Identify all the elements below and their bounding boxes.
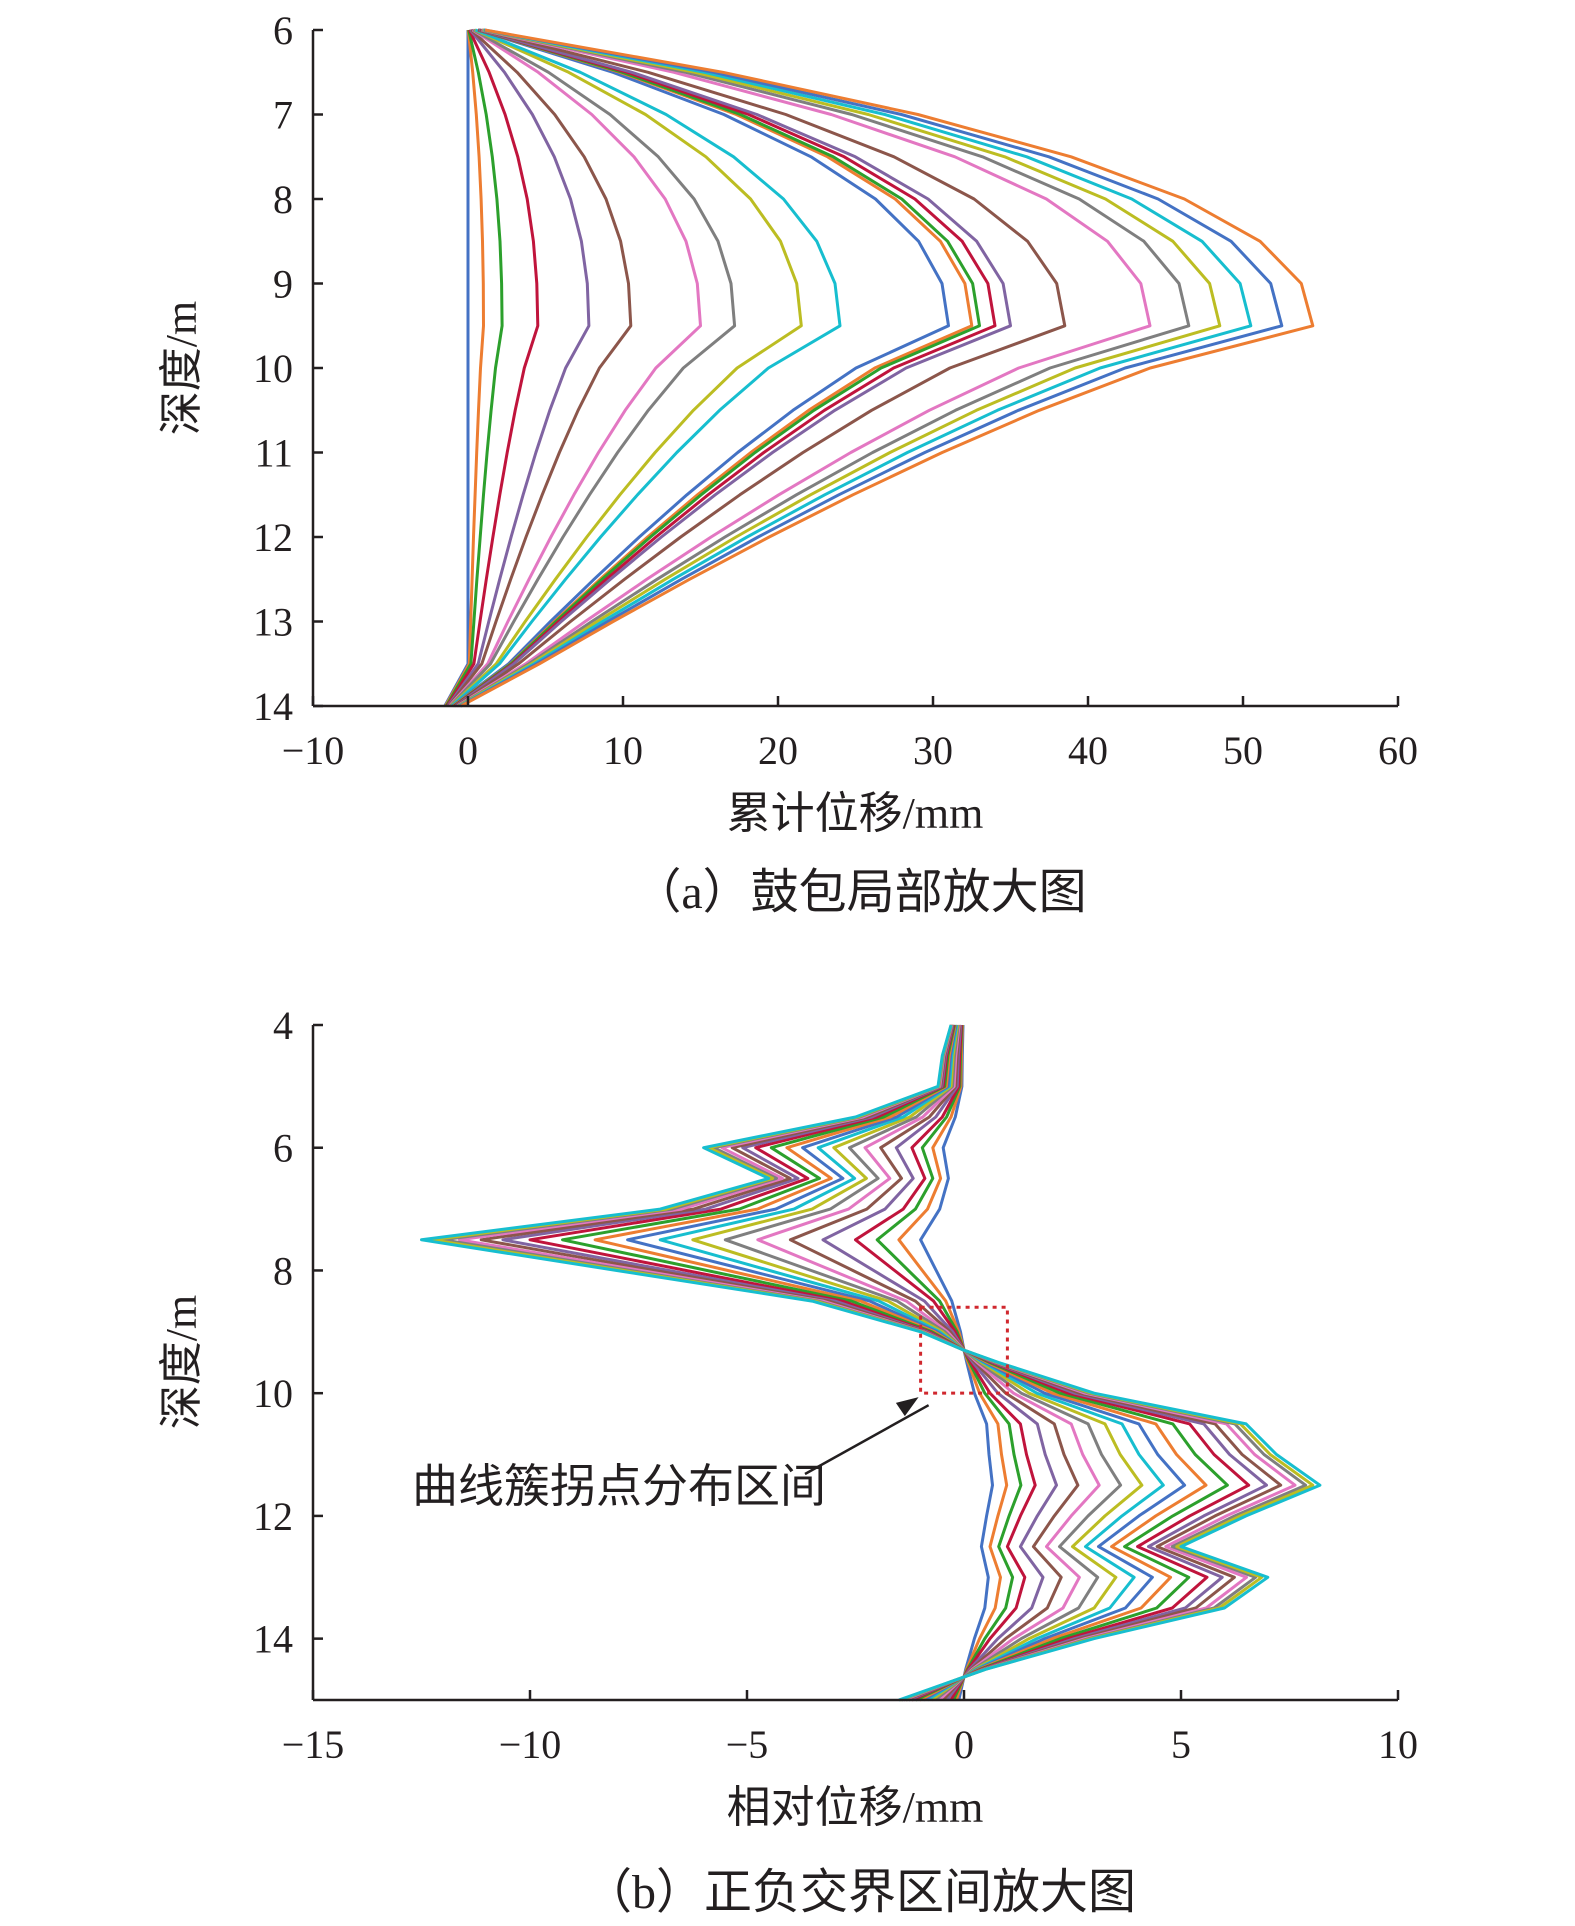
panel-a-series-line: [448, 28, 702, 708]
panel-b-series-line: [420, 1024, 1322, 1702]
panel-a-y-ticks: 6 7 8 9 10 11 12 13 14: [253, 8, 323, 729]
panel-b-caption: （b）正负交界区间放大图: [584, 1866, 1136, 1919]
panel-b-series-lines: [420, 1024, 1322, 1702]
panel-a-series-line: [460, 28, 1315, 708]
x-tick-label: −15: [282, 1722, 345, 1767]
x-tick-label: 50: [1223, 728, 1263, 773]
y-tick-label: 13: [253, 600, 293, 645]
x-tick-label: 60: [1378, 728, 1418, 773]
panel-b-chart: 4 6 8 10 12 14 −15 −10 −5 0 5 10 曲线簇拐点分布区间 深度/m 相对…: [157, 1003, 1418, 1919]
panel-b-x-ticks: −15 −10 −5 0 5 10: [282, 1690, 1418, 1767]
x-tick-label: −10: [499, 1722, 562, 1767]
panel-a-series-line: [457, 28, 1191, 708]
panel-a-series-line: [450, 28, 842, 708]
panel-a-caption: （a）鼓包局部放大图: [633, 866, 1086, 919]
x-tick-label: 40: [1068, 728, 1108, 773]
panel-a-series-line: [453, 28, 997, 708]
x-tick-label: −5: [726, 1722, 769, 1767]
panel-b-y-ticks: 4 6 8 10 12 14: [253, 1003, 323, 1662]
y-tick-label: 8: [273, 1248, 293, 1293]
annotation-arrow-head: [895, 1397, 919, 1417]
x-tick-label: 0: [954, 1722, 974, 1767]
x-tick-label: 30: [913, 728, 953, 773]
panel-a-series-line: [455, 28, 1067, 708]
panel-a-series-line: [453, 28, 981, 708]
panel-a-series-line: [456, 28, 1152, 708]
y-tick-label: 6: [273, 8, 293, 53]
panel-a-series-line: [445, 29, 540, 707]
y-tick-label: 11: [254, 431, 293, 476]
panel-a-series-line: [443, 30, 470, 707]
x-tick-label: 0: [458, 728, 478, 773]
panel-a-series-line: [454, 28, 1012, 708]
panel-b-series-line: [658, 1024, 1165, 1702]
y-tick-label: 12: [253, 1494, 293, 1539]
panel-a-series-line: [457, 28, 1222, 708]
panel-b-series-line: [593, 1024, 1208, 1702]
y-tick-label: 12: [253, 515, 293, 560]
annotation-label: 曲线簇拐点分布区间: [412, 1461, 826, 1512]
panel-a-series-line: [459, 28, 1284, 708]
annotation-arrow-line: [804, 1404, 930, 1476]
x-tick-label: 5: [1171, 1722, 1191, 1767]
panel-a-series-lines: [443, 28, 1315, 708]
panel-a-series-line: [444, 29, 485, 707]
y-tick-label: 14: [253, 1617, 293, 1662]
y-tick-label: 9: [273, 262, 293, 307]
panel-a-x-ticks: −10 0 10 20 30 40 50 60: [282, 696, 1418, 773]
panel-a-y-axis-label: 深度/m: [157, 301, 206, 435]
inflection-region-box: [919, 1305, 1009, 1395]
y-tick-label: 4: [273, 1003, 293, 1048]
panel-a-chart: 6 7 8 9 10 11 12 13 14 −10 0 10 20 30 40 50 60 深度/m 累计位…: [157, 8, 1418, 919]
panel-b-x-axis-label: 相对位移/mm: [727, 1783, 984, 1832]
x-tick-label: 10: [1378, 1722, 1418, 1767]
panel-a-series-line: [451, 28, 950, 708]
x-tick-label: 10: [603, 728, 643, 773]
panel-a-series-line: [449, 28, 803, 708]
y-tick-label: 10: [253, 1371, 293, 1416]
panel-a-series-line: [447, 28, 633, 707]
panel-b-y-axis-label: 深度/m: [157, 1295, 206, 1429]
y-tick-label: 7: [273, 93, 293, 138]
panel-a-series-line: [449, 28, 737, 708]
y-tick-label: 14: [253, 684, 293, 729]
panel-a-series-line: [458, 28, 1253, 708]
panel-a-x-axis-label: 累计位移/mm: [727, 789, 984, 838]
y-tick-label: 8: [273, 177, 293, 222]
panel-a-series-line: [446, 29, 591, 707]
y-tick-label: 10: [253, 346, 293, 391]
x-tick-label: 20: [758, 728, 798, 773]
panel-a-series-line: [445, 29, 504, 707]
y-tick-label: 6: [273, 1126, 293, 1171]
x-tick-label: −10: [282, 728, 345, 773]
